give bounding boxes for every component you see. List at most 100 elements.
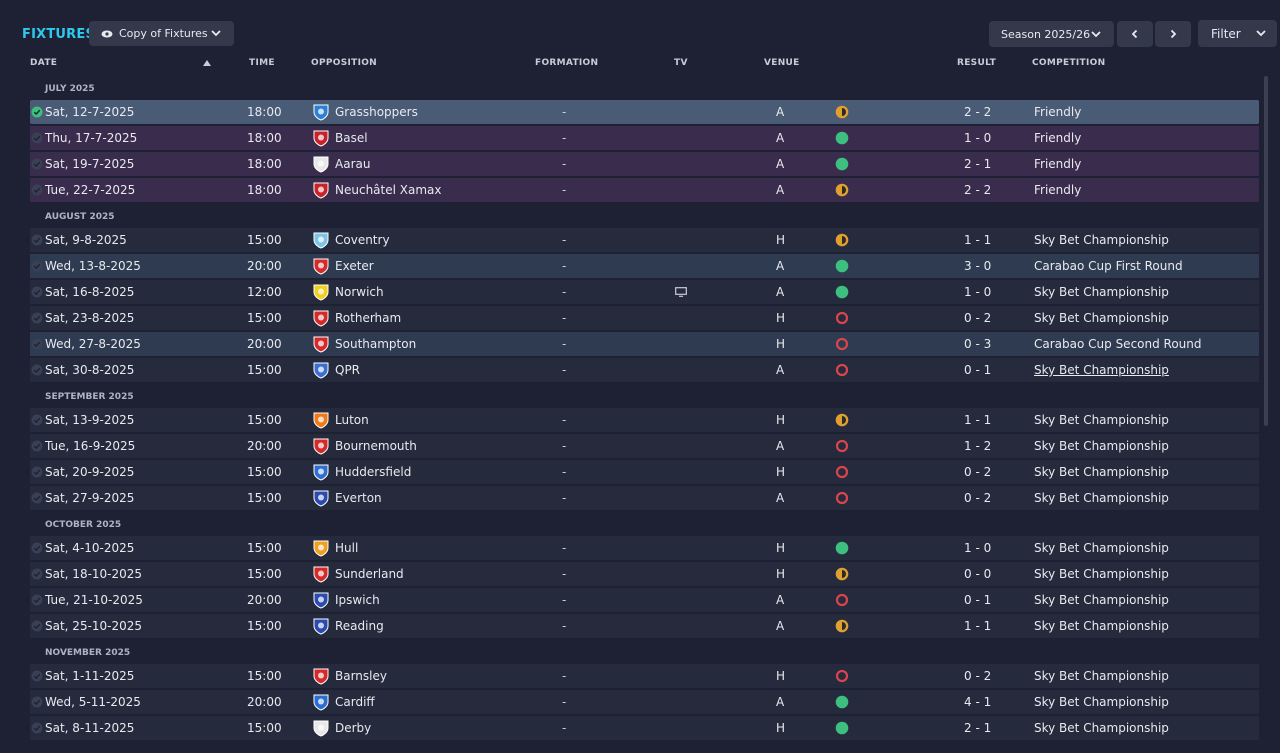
draw-result-icon: [835, 183, 849, 197]
column-header-tv[interactable]: TV: [674, 58, 688, 68]
fixture-opposition[interactable]: Reading: [335, 619, 384, 633]
fixture-opposition[interactable]: Barnsley: [335, 669, 387, 683]
column-header-venue[interactable]: VENUE: [764, 58, 800, 68]
fixture-opposition[interactable]: Basel: [335, 131, 368, 145]
fixture-competition[interactable]: Sky Bet Championship: [1034, 311, 1169, 325]
fixture-formation: -: [562, 363, 567, 377]
fixture-competition[interactable]: Sky Bet Championship: [1034, 721, 1169, 735]
month-header: NOVEMBER 2025: [45, 648, 131, 658]
check-circle-icon: [31, 286, 43, 298]
column-header-date[interactable]: DATE: [30, 58, 58, 68]
fixture-competition[interactable]: Sky Bet Championship: [1034, 363, 1169, 377]
hull-badge: [313, 540, 329, 557]
fixture-formation: -: [562, 541, 567, 555]
fixture-date: Sat, 8-11-2025: [45, 721, 135, 735]
fixture-time: 15:00: [247, 567, 282, 581]
fixture-row[interactable]: Sat, 16-8-2025 12:00 Norwich - A 1 - 0 Sky Bet…: [30, 280, 1259, 304]
fixture-row[interactable]: Sat, 13-9-2025 15:00 Luton - H 1 - 1 Sky Bet C…: [30, 408, 1259, 432]
next-season-button[interactable]: [1155, 21, 1191, 47]
fixture-row[interactable]: Sat, 25-10-2025 15:00 Reading - A 1 - 1 Sky Be…: [30, 614, 1259, 638]
fixture-opposition[interactable]: Derby: [335, 721, 372, 735]
column-header-result[interactable]: RESULT: [957, 58, 997, 68]
fixture-row[interactable]: Tue, 22-7-2025 18:00 Neuchâtel Xamax - A 2 - …: [30, 178, 1259, 202]
fixture-row[interactable]: Wed, 13-8-2025 20:00 Exeter - A 3 - 0 Carabao …: [30, 254, 1259, 278]
fixture-row[interactable]: Thu, 17-7-2025 18:00 Basel - A 1 - 0 Friendly: [30, 126, 1259, 150]
win-result-icon: [835, 721, 849, 735]
loss-result-icon: [835, 669, 849, 683]
fixture-opposition[interactable]: QPR: [335, 363, 361, 377]
fixture-opposition[interactable]: Rotherham: [335, 311, 402, 325]
fixture-row[interactable]: Tue, 21-10-2025 20:00 Ipswich - A 0 - 1 Sky Be…: [30, 588, 1259, 612]
view-selector-button[interactable]: Copy of Fixtures: [89, 21, 234, 46]
fixture-opposition[interactable]: Huddersfield: [335, 465, 412, 479]
column-header-competition[interactable]: COMPETITION: [1032, 58, 1106, 68]
fixture-row[interactable]: Sat, 4-10-2025 15:00 Hull - H 1 - 0 Sky Bet Ch…: [30, 536, 1259, 560]
fixture-competition[interactable]: Sky Bet Championship: [1034, 233, 1169, 247]
fixture-opposition[interactable]: Sunderland: [335, 567, 404, 581]
fixture-opposition[interactable]: Exeter: [335, 259, 374, 273]
fixture-row[interactable]: Sat, 1-11-2025 15:00 Barnsley - H 0 - 2 Sky Be…: [30, 664, 1259, 688]
fixture-opposition[interactable]: Coventry: [335, 233, 390, 247]
fixture-row[interactable]: Sat, 8-11-2025 15:00 Derby - H 2 - 1 Sky Bet C…: [30, 716, 1259, 740]
fixture-opposition[interactable]: Norwich: [335, 285, 384, 299]
fixture-opposition[interactable]: Southampton: [335, 337, 417, 351]
fixture-row[interactable]: Sat, 20-9-2025 15:00 Huddersfield - H 0 - 2 Sk…: [30, 460, 1259, 484]
loss-result-icon: [835, 311, 849, 325]
fixture-opposition[interactable]: Cardiff: [335, 695, 375, 709]
fixture-row[interactable]: Wed, 27-8-2025 20:00 Southampton - H 0 - 3 Car…: [30, 332, 1259, 356]
fixture-competition[interactable]: Sky Bet Championship: [1034, 465, 1169, 479]
fixture-opposition[interactable]: Everton: [335, 491, 382, 505]
fixture-opposition[interactable]: Ipswich: [335, 593, 380, 607]
fixture-competition[interactable]: Sky Bet Championship: [1034, 619, 1169, 633]
column-header-formation[interactable]: FORMATION: [535, 58, 599, 68]
fixture-result: 1 - 0: [964, 131, 992, 145]
fixture-date: Sat, 16-8-2025: [45, 285, 135, 299]
fixture-opposition[interactable]: Neuchâtel Xamax: [335, 183, 442, 197]
season-selector-button[interactable]: Season 2025/26: [989, 21, 1114, 47]
draw-result-icon: [835, 619, 849, 633]
fixture-competition[interactable]: Sky Bet Championship: [1034, 695, 1169, 709]
fixture-competition[interactable]: Sky Bet Championship: [1034, 285, 1169, 299]
fixture-opposition[interactable]: Aarau: [335, 157, 371, 171]
fixture-row[interactable]: Sat, 23-8-2025 15:00 Rotherham - H 0 - 2 Sky B…: [30, 306, 1259, 330]
fixture-competition[interactable]: Sky Bet Championship: [1034, 541, 1169, 555]
previous-season-button[interactable]: [1117, 21, 1153, 47]
fixture-row[interactable]: Wed, 5-11-2025 20:00 Cardiff - A 4 - 1 Sky Bet…: [30, 690, 1259, 714]
fixture-formation: -: [562, 619, 567, 633]
fixture-row[interactable]: Tue, 16-9-2025 20:00 Bournemouth - A 1 - 2 Sky…: [30, 434, 1259, 458]
fixture-opposition[interactable]: Luton: [335, 413, 369, 427]
fixture-competition[interactable]: Carabao Cup Second Round: [1034, 337, 1202, 351]
fixture-competition[interactable]: Sky Bet Championship: [1034, 567, 1169, 581]
fixture-opposition[interactable]: Bournemouth: [335, 439, 417, 453]
fixture-competition[interactable]: Carabao Cup First Round: [1034, 259, 1183, 273]
fixture-competition[interactable]: Friendly: [1034, 131, 1082, 145]
fixture-row[interactable]: Sat, 30-8-2025 15:00 QPR - A 0 - 1 Sky Bet Cha…: [30, 358, 1259, 382]
scrollbar[interactable]: [1264, 76, 1268, 426]
fixture-row[interactable]: Sat, 12-7-2025 18:00 Grasshoppers - A 2 - 2 Fr…: [30, 100, 1259, 124]
fixture-competition[interactable]: Sky Bet Championship: [1034, 413, 1169, 427]
column-header-opposition[interactable]: OPPOSITION: [311, 58, 377, 68]
coventry-badge: [313, 232, 329, 249]
fixture-time: 15:00: [247, 413, 282, 427]
rotherham-badge: [313, 310, 329, 327]
sunderland-badge: [313, 566, 329, 583]
fixture-opposition[interactable]: Hull: [335, 541, 359, 555]
column-header-time[interactable]: TIME: [249, 58, 275, 68]
fixture-time: 15:00: [247, 669, 282, 683]
check-circle-icon: [31, 466, 43, 478]
fixture-row[interactable]: Sat, 18-10-2025 15:00 Sunderland - H 0 - 0 Sky…: [30, 562, 1259, 586]
fixture-row[interactable]: Sat, 27-9-2025 15:00 Everton - A 0 - 2 Sky Bet…: [30, 486, 1259, 510]
fixture-time: 18:00: [247, 131, 282, 145]
fixture-opposition[interactable]: Grasshoppers: [335, 105, 418, 119]
filter-button[interactable]: Filter: [1198, 20, 1277, 47]
fixture-competition[interactable]: Friendly: [1034, 157, 1082, 171]
fixture-competition[interactable]: Sky Bet Championship: [1034, 669, 1169, 683]
fixture-competition[interactable]: Sky Bet Championship: [1034, 439, 1169, 453]
fixture-competition[interactable]: Sky Bet Championship: [1034, 593, 1169, 607]
fixture-competition[interactable]: Friendly: [1034, 105, 1082, 119]
win-result-icon: [835, 131, 849, 145]
fixture-competition[interactable]: Friendly: [1034, 183, 1082, 197]
fixture-competition[interactable]: Sky Bet Championship: [1034, 491, 1169, 505]
fixture-row[interactable]: Sat, 9-8-2025 15:00 Coventry - H 1 - 1 Sky Bet…: [30, 228, 1259, 252]
fixture-row[interactable]: Sat, 19-7-2025 18:00 Aarau - A 2 - 1 Friendly: [30, 152, 1259, 176]
